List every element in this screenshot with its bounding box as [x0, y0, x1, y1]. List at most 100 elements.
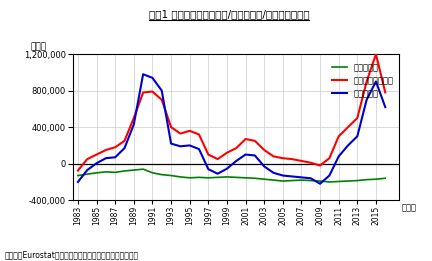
移民の純流出入数	[327, 157, 332, 160]
自然増減数	[150, 171, 155, 174]
移民の純流出入数	[85, 158, 90, 161]
人口増減数	[224, 167, 229, 170]
人口増減数	[140, 73, 146, 76]
人口増減数	[122, 147, 127, 150]
人口増減数	[94, 162, 99, 165]
人口増減数	[103, 157, 108, 160]
移民の純流出入数	[224, 151, 229, 154]
移民の純流出入数	[355, 116, 360, 120]
移民の純流出入数	[113, 146, 118, 149]
自然増減数	[383, 177, 388, 180]
自然増減数	[234, 176, 239, 179]
人口増減数	[178, 145, 183, 148]
自然増減数	[94, 171, 99, 174]
自然増減数	[113, 171, 118, 174]
移民の純流出入数	[346, 126, 351, 129]
自然増減数	[197, 176, 202, 179]
移民の純流出入数	[75, 169, 80, 172]
移民の純流出入数	[197, 133, 202, 136]
人口増減数	[159, 89, 164, 92]
人口増減数	[299, 176, 304, 179]
人口増減数	[289, 175, 295, 178]
自然増減数	[206, 176, 211, 179]
人口増減数	[85, 169, 90, 172]
自然増減数	[140, 168, 146, 171]
移民の純流出入数	[131, 116, 137, 120]
人口増減数	[168, 142, 174, 145]
自然増減数	[131, 169, 137, 172]
人口増減数	[336, 155, 341, 158]
人口増減数	[215, 172, 220, 175]
移民の純流出入数	[94, 153, 99, 156]
人口増減数	[206, 168, 211, 171]
Line: 自然増減数: 自然増減数	[78, 169, 385, 182]
移民の純流出入数	[318, 164, 323, 167]
移民の純流出入数	[122, 139, 127, 143]
自然増減数	[346, 180, 351, 183]
人口増減数	[75, 180, 80, 183]
人口増減数	[346, 144, 351, 147]
自然増減数	[355, 179, 360, 182]
自然増減数	[103, 170, 108, 174]
移民の純流出入数	[150, 90, 155, 93]
自然増減数	[327, 180, 332, 183]
移民の純流出入数	[234, 147, 239, 150]
人口増減数	[234, 159, 239, 163]
人口増減数	[131, 123, 137, 126]
自然増減数	[262, 178, 267, 181]
移民の純流出入数	[289, 158, 295, 161]
自然増減数	[299, 179, 304, 182]
自然増減数	[243, 176, 248, 179]
人口増減数	[373, 80, 378, 83]
自然増減数	[336, 180, 341, 183]
自然増減数	[75, 174, 80, 177]
自然増減数	[364, 178, 369, 181]
自然増減数	[252, 177, 257, 180]
Text: （年）: （年）	[402, 203, 417, 212]
自然増減数	[187, 176, 192, 179]
人口増減数	[364, 98, 369, 101]
人口増減数	[383, 105, 388, 109]
Legend: 自然増減数, 移民の純流出入数, 人口増減数: 自然増減数, 移民の純流出入数, 人口増減数	[330, 61, 395, 100]
自然増減数	[85, 173, 90, 176]
Line: 移民の純流出入数: 移民の純流出入数	[78, 54, 385, 170]
移民の純流出入数	[159, 98, 164, 101]
移民の純流出入数	[373, 52, 378, 56]
Line: 人口増減数: 人口増減数	[78, 74, 385, 184]
人口増減数	[150, 76, 155, 79]
Text: （人）: （人）	[31, 42, 47, 51]
移民の純流出入数	[140, 91, 146, 94]
人口増減数	[113, 156, 118, 159]
自然増減数	[373, 178, 378, 181]
移民の純流出入数	[271, 155, 276, 158]
人口増減数	[187, 144, 192, 147]
移民の純流出入数	[243, 138, 248, 141]
人口増減数	[318, 182, 323, 185]
Text: 図表1 ドイツの人口増減数/自然増減数/移民の流出入数: 図表1 ドイツの人口増減数/自然増減数/移民の流出入数	[149, 9, 309, 19]
人口増減数	[327, 174, 332, 177]
人口増減数	[243, 153, 248, 156]
移民の純流出入数	[187, 129, 192, 132]
自然増減数	[224, 175, 229, 179]
移民の純流出入数	[364, 80, 369, 83]
移民の純流出入数	[206, 153, 211, 156]
移民の純流出入数	[168, 126, 174, 129]
自然増減数	[318, 180, 323, 183]
人口増減数	[280, 174, 286, 177]
移民の純流出入数	[308, 161, 313, 164]
自然増減数	[122, 169, 127, 173]
人口増減数	[271, 171, 276, 174]
人口増減数	[355, 135, 360, 138]
人口増減数	[262, 165, 267, 168]
自然増減数	[168, 174, 174, 177]
移民の純流出入数	[178, 132, 183, 135]
移民の純流出入数	[103, 149, 108, 152]
自然増減数	[271, 179, 276, 182]
自然増減数	[159, 173, 164, 176]
自然増減数	[308, 179, 313, 182]
人口増減数	[252, 154, 257, 157]
移民の純流出入数	[215, 158, 220, 161]
自然増減数	[280, 180, 286, 183]
移民の純流出入数	[336, 135, 341, 138]
自然増減数	[289, 179, 295, 182]
